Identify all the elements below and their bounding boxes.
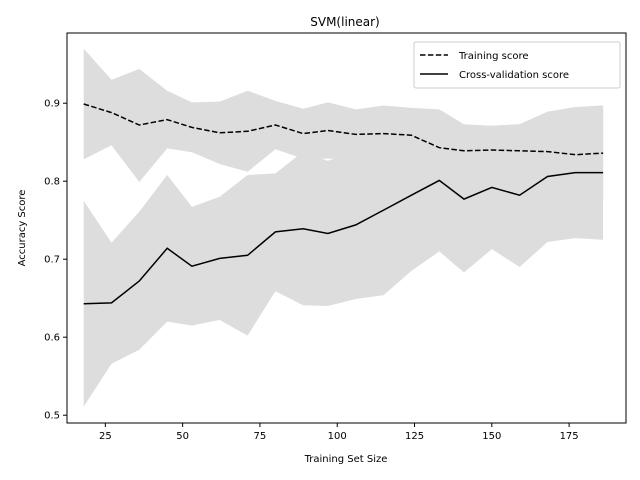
y-axis-ticks: 0.5 0.6 0.7 0.8 0.9 xyxy=(44,99,67,422)
line-training xyxy=(83,103,604,156)
x-tick-label: 50 xyxy=(176,431,189,442)
y-tick-label: 0.6 xyxy=(44,333,60,344)
line-cv xyxy=(83,171,604,305)
score-bands xyxy=(83,48,604,407)
chart-title: SVM(linear) xyxy=(310,15,380,29)
y-axis-title: Accuracy Score xyxy=(17,190,28,267)
x-tick-label: 75 xyxy=(254,431,267,442)
x-axis-ticks: 25 50 75 100 125 150 175 xyxy=(99,423,579,442)
x-tick-label: 100 xyxy=(328,431,347,442)
plot-frame xyxy=(66,32,627,424)
x-tick-label: 175 xyxy=(560,431,579,442)
legend: Training score Cross-validation score xyxy=(413,41,621,89)
y-tick-label: 0.9 xyxy=(44,99,60,110)
score-lines xyxy=(83,103,604,305)
x-tick-label: 150 xyxy=(482,431,501,442)
legend-label-training: Training score xyxy=(458,51,529,62)
y-tick-label: 0.8 xyxy=(44,177,60,188)
x-axis-title: Training Set Size xyxy=(304,454,388,465)
y-tick-label: 0.5 xyxy=(44,411,60,422)
x-tick-label: 125 xyxy=(405,431,424,442)
y-tick-label: 0.7 xyxy=(44,255,60,266)
band-cv xyxy=(83,105,604,407)
legend-label-cv: Cross-validation score xyxy=(459,70,569,81)
legend-box xyxy=(413,41,621,89)
x-tick-label: 25 xyxy=(99,431,112,442)
